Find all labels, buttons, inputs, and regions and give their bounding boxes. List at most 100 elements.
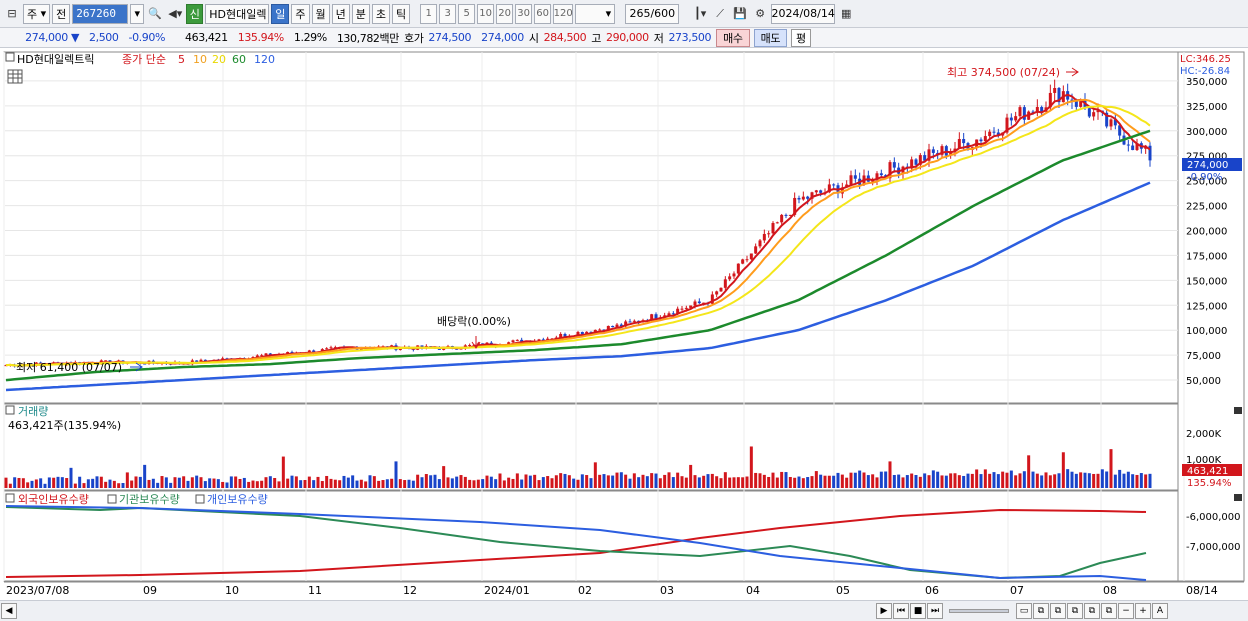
hc-label: HC:-26.84 xyxy=(1180,66,1230,77)
volume-bar xyxy=(1109,449,1113,488)
interval-20[interactable]: 20 xyxy=(496,3,514,24)
quote-change-pct: -0.90% xyxy=(128,31,166,44)
volume-bar xyxy=(879,471,883,488)
rewind-icon[interactable]: ⏮ xyxy=(893,603,909,619)
volume-bar xyxy=(1031,471,1035,488)
window-icon[interactable]: ⊟ xyxy=(7,7,17,20)
gear-icon[interactable]: ⚙ xyxy=(755,7,766,20)
holding-tick-6m: -6,000,000 xyxy=(1186,512,1241,523)
window-5-icon[interactable]: ⧉ xyxy=(1084,603,1100,619)
save-icon[interactable]: 💾 xyxy=(733,7,747,20)
scroll-left-icon[interactable]: ◀ xyxy=(1,603,17,619)
volume-bar xyxy=(1009,470,1013,488)
volume-bar xyxy=(52,477,56,488)
zoom-in-icon[interactable]: + xyxy=(1135,603,1151,619)
volume-bar xyxy=(1070,471,1074,488)
candle-body xyxy=(654,314,658,319)
individual-holding-line xyxy=(5,505,1147,581)
calendar-icon[interactable]: ▦ xyxy=(840,7,852,20)
candle-body xyxy=(260,355,264,357)
date-field[interactable]: 2024/08/14 xyxy=(771,3,836,24)
volume-bar xyxy=(260,480,264,488)
scroll-right-icon[interactable]: ▶ xyxy=(876,603,892,619)
period-week[interactable]: 주 xyxy=(291,3,310,24)
prev-button[interactable]: 전 xyxy=(52,3,71,24)
buy-button[interactable]: 매수 xyxy=(716,28,750,47)
period-day[interactable]: 일 xyxy=(271,3,290,24)
scroll-bar: ◀ ▶ ⏮ ■ ⏭ ▭ ⧉ ⧉ ⧉ ⧉ ⧉ − + A xyxy=(0,600,1248,621)
interval-5[interactable]: 5 xyxy=(458,3,476,24)
volume-bar xyxy=(485,475,489,488)
interval-3[interactable]: 3 xyxy=(439,3,457,24)
interval-custom-select[interactable]: ▾ xyxy=(575,3,616,24)
x-tick-label: 02 xyxy=(578,584,592,597)
holding-lines xyxy=(5,505,1147,581)
volume-bar xyxy=(459,475,463,488)
volume-bar xyxy=(680,476,684,488)
draw-line-icon[interactable]: ⟋ xyxy=(716,6,724,20)
window-4-icon[interactable]: ⧉ xyxy=(1067,603,1083,619)
period-month[interactable]: 월 xyxy=(311,3,330,24)
window-2-icon[interactable]: ⧉ xyxy=(1033,603,1049,619)
interval-60[interactable]: 60 xyxy=(534,3,552,24)
holding-panel-frame xyxy=(3,490,1179,582)
panel-menu-icon[interactable] xyxy=(5,52,15,62)
market-select[interactable]: 주 ▾ xyxy=(23,3,51,24)
volume-bar xyxy=(589,478,593,488)
holding-panel-close-icon[interactable] xyxy=(1234,494,1242,501)
interval-120[interactable]: 120 xyxy=(553,3,574,24)
market-label: 주 xyxy=(27,7,38,21)
search-icon[interactable]: 🔍 xyxy=(148,7,163,20)
interval-1[interactable]: 1 xyxy=(420,3,438,24)
holding-legend-sep-1 xyxy=(107,494,117,504)
volume-bar xyxy=(99,476,103,488)
chart-area[interactable]: HD현대일렉트릭 종가 단순 5 10 20 60 120 LC:346.25 … xyxy=(0,48,1248,600)
price-tick-label: 325,000 xyxy=(1186,102,1227,113)
holding-panel-menu-icon[interactable] xyxy=(5,493,15,503)
zoom-slider[interactable] xyxy=(949,609,1009,613)
candle-body xyxy=(710,294,714,304)
volume-bar xyxy=(749,446,753,488)
candle-body xyxy=(728,276,732,280)
stock-code-input[interactable]: 267260 xyxy=(72,3,129,24)
volume-panel-menu-icon[interactable] xyxy=(5,405,15,415)
window-3-icon[interactable]: ⧉ xyxy=(1050,603,1066,619)
low-annotation: 최저 61,400 (07/07) xyxy=(16,361,122,374)
count-field[interactable]: 265/600 xyxy=(625,3,680,24)
interval-30[interactable]: 30 xyxy=(515,3,533,24)
window-1-icon[interactable]: ▭ xyxy=(1016,603,1032,619)
quote-volume: 463,421 xyxy=(185,31,228,44)
stop-icon[interactable]: ■ xyxy=(910,603,926,619)
period-year[interactable]: 년 xyxy=(331,3,350,24)
dividend-arrow xyxy=(471,336,481,349)
volume-bar xyxy=(121,483,125,488)
candle-body xyxy=(827,184,831,193)
grid-toggle-icon[interactable] xyxy=(7,69,23,84)
candle-body xyxy=(511,340,515,343)
candle-body xyxy=(667,313,671,316)
forward-icon[interactable]: ⏭ xyxy=(927,603,943,619)
volume-bar xyxy=(281,456,285,488)
candle-body xyxy=(1126,144,1130,146)
window-6-icon[interactable]: ⧉ xyxy=(1101,603,1117,619)
period-second[interactable]: 초 xyxy=(371,3,391,24)
volume-bar xyxy=(784,472,788,488)
zoom-out-icon[interactable]: − xyxy=(1118,603,1134,619)
period-minute[interactable]: 분 xyxy=(351,3,370,24)
avg-button[interactable]: 평 xyxy=(791,28,811,47)
candle-type-icon[interactable]: ┃▾ xyxy=(694,7,707,20)
volume-tick-2000k: 2,000K xyxy=(1186,429,1222,440)
volume-bar xyxy=(34,479,38,488)
volume-bar xyxy=(788,476,792,488)
code-dropdown-button[interactable]: ▾ xyxy=(130,3,145,24)
speaker-icon[interactable]: ◀▾ xyxy=(168,7,183,20)
period-tick[interactable]: 틱 xyxy=(392,3,411,24)
candle-body xyxy=(788,214,792,216)
volume-panel-close-icon[interactable] xyxy=(1234,407,1242,414)
volume-tick-1000k: 1,000K xyxy=(1186,455,1222,466)
volume-bar xyxy=(957,475,961,488)
font-size-icon[interactable]: A xyxy=(1152,603,1168,619)
sell-button[interactable]: 매도 xyxy=(753,28,788,47)
interval-10[interactable]: 10 xyxy=(477,3,495,24)
candle-body xyxy=(615,324,619,328)
